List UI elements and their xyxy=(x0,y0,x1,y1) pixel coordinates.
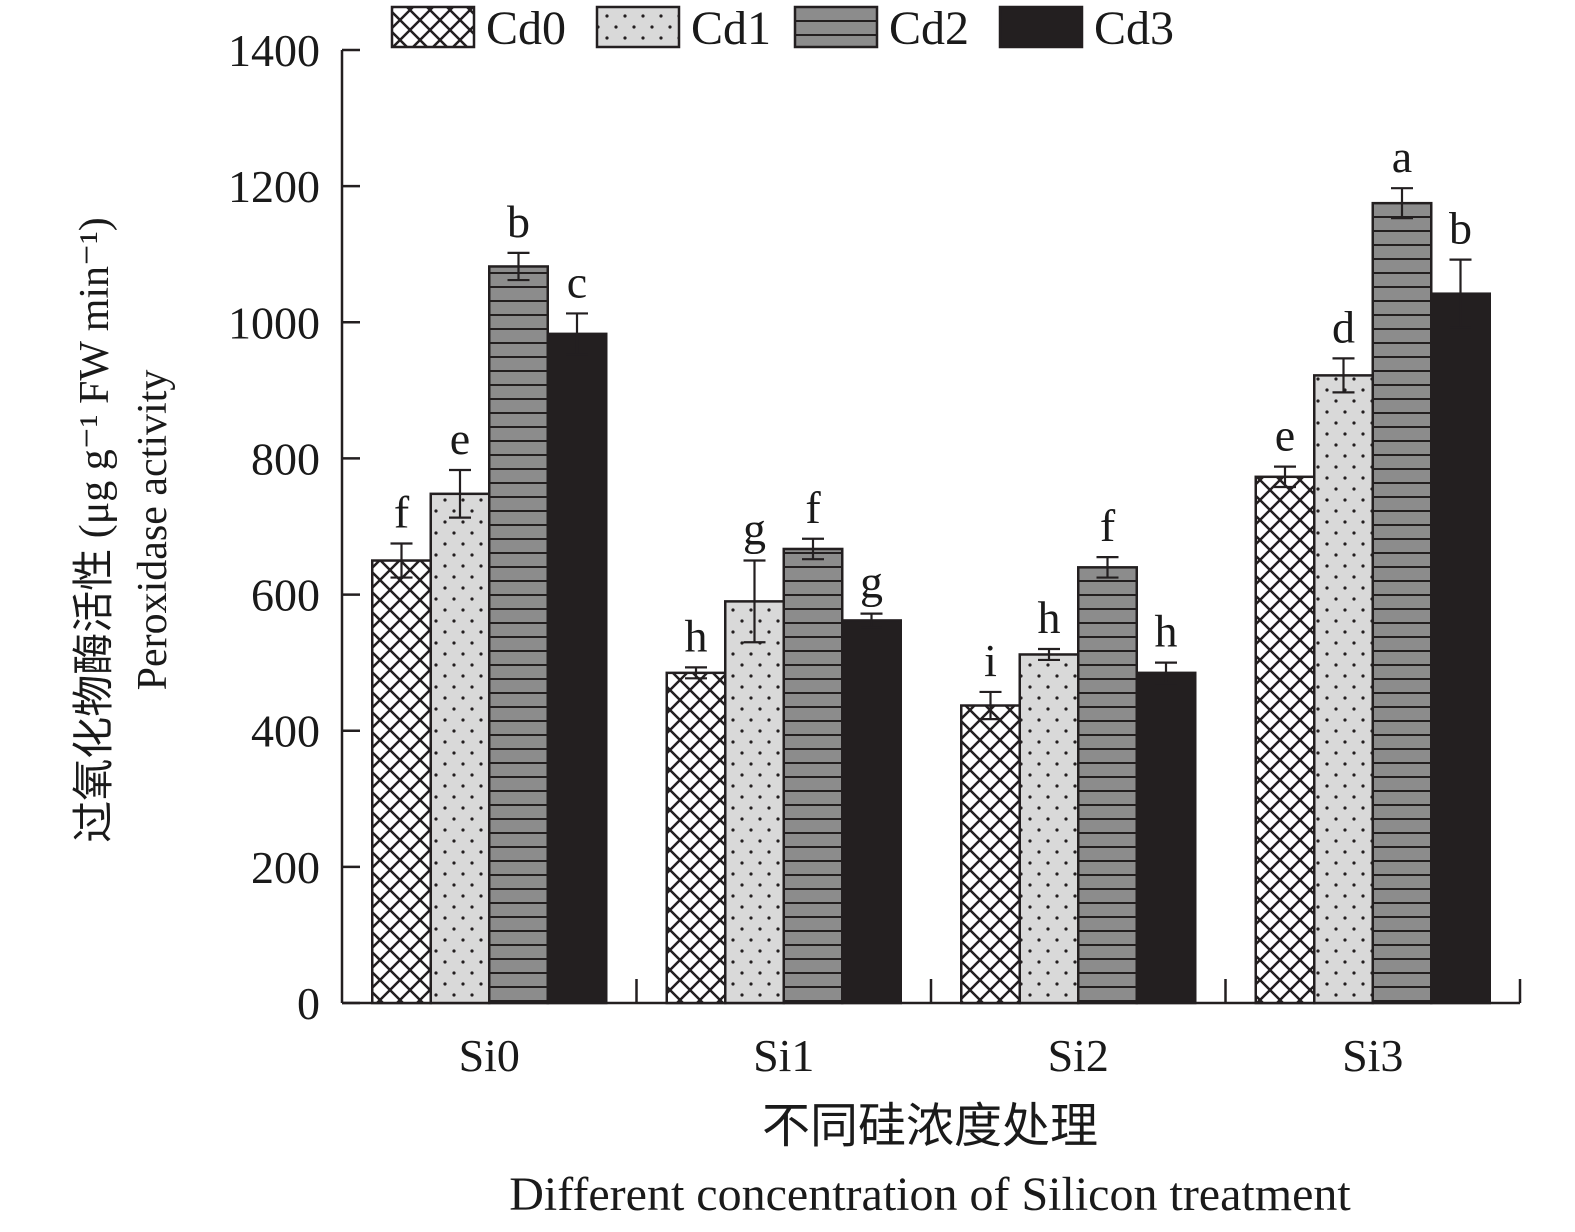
error-bar xyxy=(566,312,588,356)
bar-cd0 xyxy=(1254,475,1316,1005)
significance-letter: e xyxy=(1275,410,1295,461)
bar-cd1 xyxy=(724,600,785,1005)
bar-cd3 xyxy=(1135,671,1197,1005)
axes: 0 200 400 600 800 1000 1200 1400 Si0 Si1 Si2 Si3 xyxy=(228,25,1522,1081)
error-bar xyxy=(860,612,883,629)
significance-letter: e xyxy=(450,413,470,464)
bar-cd0 xyxy=(665,671,727,1005)
significance-letter: i xyxy=(984,635,997,686)
error-bar xyxy=(1332,357,1355,394)
y-tick-label: 1400 xyxy=(228,25,320,76)
error-bar xyxy=(802,537,824,561)
bar-cd1 xyxy=(1313,374,1374,1005)
bar-cd1 xyxy=(429,492,491,1005)
bar-cd1 xyxy=(1018,653,1080,1005)
error-bar xyxy=(979,690,1002,721)
error-bar xyxy=(1038,647,1060,662)
error-bar xyxy=(1391,187,1413,220)
y-tick-label: 0 xyxy=(297,978,320,1029)
error-bar xyxy=(1096,556,1119,579)
x-tick-label: Si0 xyxy=(459,1030,520,1081)
error-bar xyxy=(390,542,413,579)
bar-cd3 xyxy=(546,332,608,1005)
error-bar xyxy=(449,468,471,519)
bar-cd0 xyxy=(371,559,432,1005)
legend-swatch-cd0 xyxy=(390,5,476,49)
significance-letter: c xyxy=(567,256,587,307)
legend-swatch-cd3 xyxy=(998,5,1084,49)
bar-cd3 xyxy=(841,619,902,1005)
significance-letter: a xyxy=(1392,131,1412,182)
y-tick-label: 600 xyxy=(251,570,320,621)
significance-letter: h xyxy=(1038,592,1061,643)
bar-cd2 xyxy=(782,547,844,1005)
error-bar xyxy=(743,559,766,644)
y-tick-label: 1000 xyxy=(228,297,320,348)
legend-swatch-cd1 xyxy=(595,5,681,49)
legend-label: Cd3 xyxy=(1094,2,1174,55)
significance-letter: f xyxy=(394,487,410,538)
x-tick-label: Si1 xyxy=(753,1030,814,1081)
significance-letter: f xyxy=(1100,500,1116,551)
x-tick-label: Si3 xyxy=(1342,1030,1403,1081)
y-tick-label: 800 xyxy=(251,433,320,484)
bar-cd2 xyxy=(1077,566,1138,1005)
y-tick-label: 200 xyxy=(251,842,320,893)
significance-letter: g xyxy=(743,504,766,555)
legend-swatch-cd2 xyxy=(793,5,879,49)
y-tick-label: 1200 xyxy=(228,161,320,212)
x-axis-title-cn: 不同硅浓度处理 xyxy=(762,1100,1098,1153)
error-bar xyxy=(1449,258,1472,329)
x-axis-title-en: Different concentration of Silicon treat… xyxy=(509,1168,1351,1221)
legend-label: Cd2 xyxy=(889,2,969,55)
y-axis-title-cn: 过氧化物酶活性 (μg g⁻¹ FW min⁻¹) xyxy=(72,217,118,843)
significance-letter: g xyxy=(860,557,883,608)
significance-letter: b xyxy=(1449,203,1472,254)
y-axis-title-en: Peroxidase activity xyxy=(130,370,176,691)
bar-cd0 xyxy=(960,704,1021,1005)
legend-label: Cd0 xyxy=(486,2,566,55)
error-bar xyxy=(685,666,707,680)
error-bar xyxy=(1274,465,1296,489)
x-tick-label: Si2 xyxy=(1048,1030,1109,1081)
legend: Cd0 Cd1 Cd2 Cd3 xyxy=(390,2,1174,55)
bar-cd3 xyxy=(1430,292,1491,1005)
bar-cd2 xyxy=(1371,201,1433,1005)
bar-cd2 xyxy=(488,265,549,1005)
significance-letter: h xyxy=(685,610,708,661)
significance-letter: f xyxy=(805,482,821,533)
legend-label: Cd1 xyxy=(691,2,771,55)
error-bar xyxy=(507,251,530,282)
y-axis-title: 过氧化物酶活性 (μg g⁻¹ FW min⁻¹) Peroxidase act… xyxy=(72,217,176,843)
significance-letter: h xyxy=(1155,606,1178,657)
significance-letter: b xyxy=(507,196,530,247)
error-bar xyxy=(1155,661,1177,685)
significance-letter: d xyxy=(1332,301,1355,352)
y-tick-label: 400 xyxy=(251,706,320,757)
